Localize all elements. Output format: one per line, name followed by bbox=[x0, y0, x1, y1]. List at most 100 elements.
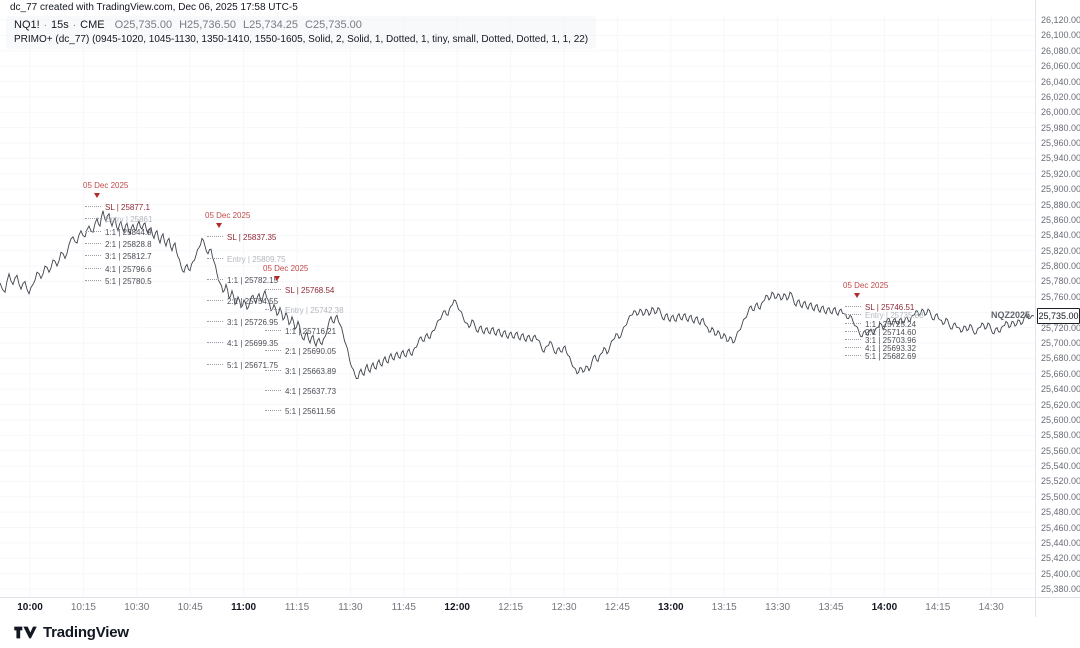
axis-corner bbox=[1035, 597, 1080, 618]
price-axis-label: 25,700.00 bbox=[1041, 337, 1080, 348]
time-axis-label: 12:00 bbox=[444, 602, 470, 613]
time-axis-label: 10:45 bbox=[177, 602, 203, 613]
trade-level-line bbox=[85, 280, 101, 282]
price-axis-label: 25,540.00 bbox=[1041, 461, 1080, 472]
trade-level-label: 4:1 | 25796.6 bbox=[105, 264, 152, 274]
time-axis-label: 13:45 bbox=[818, 602, 844, 613]
trade-marker-icon bbox=[94, 192, 100, 198]
price-axis-label: 25,580.00 bbox=[1041, 430, 1080, 441]
price-axis-label: 26,000.00 bbox=[1041, 107, 1080, 118]
trade-date-label: 05 Dec 2025 bbox=[263, 264, 309, 274]
time-axis-label: 10:15 bbox=[70, 602, 96, 613]
price-axis-label: 25,620.00 bbox=[1041, 399, 1080, 410]
symbol-name[interactable]: NQ1! bbox=[14, 19, 40, 31]
price-axis-label: 25,920.00 bbox=[1041, 168, 1080, 179]
price-axis-label: 25,520.00 bbox=[1041, 476, 1080, 487]
price-axis-label: 26,120.00 bbox=[1041, 15, 1080, 25]
price-axis-label: 25,860.00 bbox=[1041, 214, 1080, 225]
price-axis-label: 25,880.00 bbox=[1041, 199, 1080, 210]
trade-date-label: 05 Dec 2025 bbox=[83, 180, 129, 190]
price-axis-label: 25,980.00 bbox=[1041, 122, 1080, 133]
trade-level-label: 1:1 | 25782.15 bbox=[227, 275, 279, 285]
tradingview-brand-text[interactable]: TradingView bbox=[43, 624, 129, 641]
trade-level-line bbox=[845, 314, 861, 316]
trade-level-label: 1:1 | 25716.21 bbox=[285, 326, 337, 336]
symbol-legend-row[interactable]: NQ1! · 15s · CME O25,735.00 H25,736.50 L25,734.… bbox=[14, 19, 588, 31]
trade-level-label: 5:1 | 25671.75 bbox=[227, 360, 279, 370]
ohlc-l-value: L25,734.25 bbox=[242, 19, 299, 31]
legend-separator: · bbox=[43, 20, 48, 31]
time-axis-label: 14:00 bbox=[871, 602, 898, 613]
trade-level-label: 5:1 | 25780.5 bbox=[105, 277, 152, 287]
trade-level-label: 2:1 | 25690.05 bbox=[285, 346, 337, 356]
price-axis-label: 25,760.00 bbox=[1041, 291, 1080, 302]
trade-level-label: SL | 25837.35 bbox=[227, 233, 277, 243]
trade-level-label: 4:1 | 25699.35 bbox=[227, 339, 279, 349]
time-axis[interactable]: 10:00 10:15 10:30 10:45 11:00 11:15 11:30 11:45… bbox=[0, 597, 1035, 618]
ohlc-c-value: C25,735.00 bbox=[305, 19, 362, 31]
trade-level-label: 2:1 | 25754.55 bbox=[227, 297, 279, 307]
chart-canvas[interactable] bbox=[0, 0, 1035, 597]
price-axis-label: 25,780.00 bbox=[1041, 276, 1080, 287]
trade-level-line bbox=[845, 306, 861, 308]
price-axis[interactable]: 26,120.00 26,100.00 26,080.00 26,060.00 26,0… bbox=[1035, 0, 1080, 597]
trade-level-line bbox=[207, 342, 223, 344]
legend-separator: · bbox=[72, 20, 77, 31]
trade-level-label: 5:1 | 25611.56 bbox=[285, 406, 336, 416]
trade-level-line bbox=[207, 236, 223, 238]
price-axis-label: 26,080.00 bbox=[1041, 45, 1080, 56]
price-axis-label: 25,660.00 bbox=[1041, 368, 1080, 379]
trade-level-line bbox=[85, 267, 101, 269]
trade-level-label: SL | 25877.1 bbox=[105, 202, 150, 212]
price-axis-label: 25,820.00 bbox=[1041, 245, 1080, 256]
price-axis-label: 25,940.00 bbox=[1041, 153, 1080, 164]
price-axis-label: 25,440.00 bbox=[1041, 537, 1080, 548]
current-price-label: 25,735.00 bbox=[1037, 308, 1080, 325]
time-axis-label: 10:00 bbox=[17, 602, 43, 613]
price-axis-label: 25,840.00 bbox=[1041, 230, 1080, 241]
price-axis-label: 25,960.00 bbox=[1041, 138, 1080, 149]
price-axis-label: 25,600.00 bbox=[1041, 414, 1080, 425]
price-axis-label: 25,380.00 bbox=[1041, 584, 1080, 595]
trade-level-line bbox=[85, 255, 101, 257]
trade-level-line bbox=[265, 409, 281, 411]
trade-level-line bbox=[85, 242, 101, 244]
legend: NQ1! · 15s · CME O25,735.00 H25,736.50 L25,734.… bbox=[6, 16, 597, 49]
trade-date-label: 05 Dec 2025 bbox=[843, 281, 889, 291]
price-axis-label: 25,400.00 bbox=[1041, 568, 1080, 579]
time-axis-label: 13:30 bbox=[765, 602, 791, 613]
trade-level-label: 4:1 | 25637.73 bbox=[285, 386, 337, 396]
trade-level-line bbox=[85, 230, 101, 232]
footer-bar: TradingView bbox=[0, 617, 1080, 648]
price-axis-label: 26,060.00 bbox=[1041, 61, 1080, 72]
price-axis-label: 25,560.00 bbox=[1041, 445, 1080, 456]
trade-level-line bbox=[845, 347, 861, 349]
time-axis-label: 11:00 bbox=[231, 602, 257, 613]
trade-level-label: 2:1 | 25714.60 bbox=[865, 327, 917, 337]
price-axis-label: 25,800.00 bbox=[1041, 261, 1080, 272]
trade-level-line bbox=[265, 329, 281, 331]
interval-value[interactable]: 15s bbox=[51, 19, 69, 31]
trade-level-label: 2:1 | 25828.8 bbox=[105, 239, 152, 249]
time-axis-label: 10:30 bbox=[124, 602, 150, 613]
trade-level-label: 3:1 | 25726.95 bbox=[227, 318, 279, 328]
price-axis-label: 25,640.00 bbox=[1041, 384, 1080, 395]
trade-level-label: 3:1 | 25703.96 bbox=[865, 335, 917, 345]
time-axis-label: 11:15 bbox=[284, 602, 310, 613]
trade-level-line bbox=[85, 205, 101, 207]
price-axis-label: 25,480.00 bbox=[1041, 507, 1080, 518]
price-axis-label: 25,680.00 bbox=[1041, 353, 1080, 364]
price-axis-label: 26,100.00 bbox=[1041, 30, 1080, 41]
time-axis-label: 14:15 bbox=[925, 602, 951, 613]
attribution-text: dc_77 created with TradingView.com, Dec … bbox=[10, 2, 298, 13]
trade-level-label: 5:1 | 25682.69 bbox=[865, 352, 917, 362]
trade-level-label: 3:1 | 25812.7 bbox=[105, 252, 152, 262]
ohlc-values: O25,735.00 H25,736.50 L25,734.25 C25,735.00 bbox=[115, 19, 369, 31]
tradingview-logo-icon[interactable] bbox=[13, 625, 37, 640]
contract-label: NQZ2025 bbox=[990, 310, 1030, 321]
trade-level-label: Entry | 25861 bbox=[105, 215, 153, 225]
trade-level-label: 3:1 | 25663.89 bbox=[285, 366, 337, 376]
indicator-legend-row[interactable]: PRIMO+ (dc_77) (0945-1020, 1045-1130, 13… bbox=[14, 34, 589, 45]
price-axis-label: 26,040.00 bbox=[1041, 76, 1080, 87]
